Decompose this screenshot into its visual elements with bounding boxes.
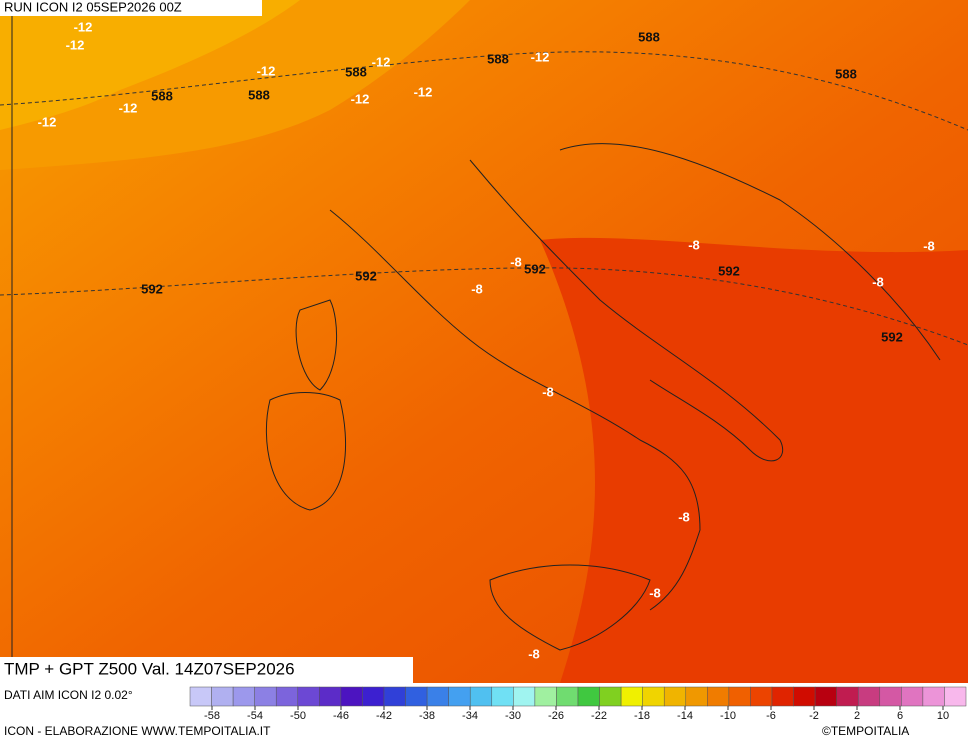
legend-tick-label: -2 [809, 710, 819, 722]
temperature-label: -12 [66, 37, 85, 52]
geopotential-label: 588 [638, 29, 660, 44]
legend-swatch [944, 686, 967, 707]
map-title: TMP + GPT Z500 Val. 14Z07SEP2026 [4, 659, 295, 678]
legend-swatch [793, 686, 816, 707]
temperature-label: -12 [351, 91, 370, 106]
legend-tick-label: 2 [854, 710, 860, 722]
legend-swatch [577, 686, 600, 707]
legend-tick-label: -54 [247, 710, 263, 722]
temperature-label: -12 [38, 114, 57, 129]
temperature-label: -8 [872, 274, 884, 289]
legend-swatch [728, 686, 751, 707]
legend-tick-label: -38 [419, 710, 435, 722]
legend-swatch [297, 686, 320, 707]
legend-tick-label: -46 [333, 710, 349, 722]
legend-swatch [599, 686, 622, 707]
cold-air-zone [0, 0, 300, 130]
temperature-label: -8 [510, 254, 522, 269]
temperature-label: -12 [531, 49, 550, 64]
temperature-label: -12 [74, 19, 93, 34]
legend-swatch [232, 686, 255, 707]
geopotential-label: 592 [141, 281, 163, 296]
run-label: RUN ICON I2 05SEP2026 00Z [4, 0, 182, 14]
legend-swatch [620, 686, 643, 707]
legend-swatch [534, 686, 557, 707]
temperature-label: -8 [528, 646, 540, 661]
coastlines [265, 143, 941, 651]
legend-tick-label: -58 [204, 710, 220, 722]
legend-swatch [771, 686, 794, 707]
legend-swatch [491, 686, 514, 707]
geopotential-label: 592 [355, 268, 377, 283]
legend-tick-label: 10 [937, 710, 949, 722]
data-source: DATI AIM ICON I2 0.02° [4, 688, 133, 702]
legend-swatch [750, 686, 773, 707]
geopotential-isolines [0, 51, 968, 346]
legend-tick-label: -50 [290, 710, 306, 722]
temperature-label: -12 [119, 100, 138, 115]
legend-swatch [707, 686, 730, 707]
geopotential-label: 592 [881, 329, 903, 344]
copyright: ©TEMPOITALIA [822, 724, 909, 738]
credit: ICON - ELABORAZIONE WWW.TEMPOITALIA.IT [4, 724, 271, 738]
geopotential-label: 588 [248, 87, 270, 102]
legend-swatch [426, 686, 449, 707]
legend-swatch [211, 686, 234, 707]
legend-tick-label: -22 [591, 710, 607, 722]
temperature-label: -8 [471, 281, 483, 296]
legend-tick-label: -18 [634, 710, 650, 722]
temperature-label: -8 [678, 509, 690, 524]
legend-tick-label: -14 [677, 710, 693, 722]
legend-swatch [275, 686, 299, 707]
title-box [0, 657, 413, 683]
legend-swatch [901, 686, 924, 707]
legend-swatch [922, 686, 945, 707]
temperature-label: -8 [923, 238, 935, 253]
legend-swatch [836, 686, 859, 707]
legend-swatch [448, 686, 471, 707]
legend-swatch [189, 686, 212, 707]
hot-air-zone [540, 237, 968, 683]
legend-tick-label: -42 [376, 710, 392, 722]
legend-swatch [383, 686, 406, 707]
legend-swatch [857, 686, 881, 707]
geopotential-label: 588 [345, 64, 367, 79]
legend-tick-label: -34 [462, 710, 478, 722]
geopotential-label: 588 [151, 88, 173, 103]
geopotential-label: 592 [524, 261, 546, 276]
legend-swatch [469, 686, 493, 707]
legend-swatch [254, 686, 277, 707]
legend-swatch [814, 686, 837, 707]
temperature-label: -12 [257, 63, 276, 78]
run-box [0, 0, 262, 16]
legend-swatch [879, 686, 902, 707]
legend-swatch [340, 686, 363, 707]
legend-swatch [513, 686, 536, 707]
legend-swatch [663, 686, 687, 707]
legend-swatch [319, 686, 342, 707]
legend-swatch [556, 686, 579, 707]
legend-tick-label: -10 [720, 710, 736, 722]
legend-tick-label: 6 [897, 710, 903, 722]
temperature-label: -8 [688, 237, 700, 252]
geopotential-label: 588 [487, 51, 509, 66]
geopotential-label: 588 [835, 66, 857, 81]
geopotential-label: 592 [718, 263, 740, 278]
temperature-label: -8 [649, 585, 661, 600]
temperature-label: -12 [414, 84, 433, 99]
legend-tick-label: -26 [548, 710, 564, 722]
temperature-label: -8 [542, 384, 554, 399]
legend-swatch [642, 686, 665, 707]
legend-swatch [685, 686, 708, 707]
legend-swatch [362, 686, 385, 707]
legend-tick-label: -6 [766, 710, 776, 722]
legend-swatch [405, 686, 428, 707]
temperature-label: -12 [372, 54, 391, 69]
legend-tick-label: -30 [505, 710, 521, 722]
